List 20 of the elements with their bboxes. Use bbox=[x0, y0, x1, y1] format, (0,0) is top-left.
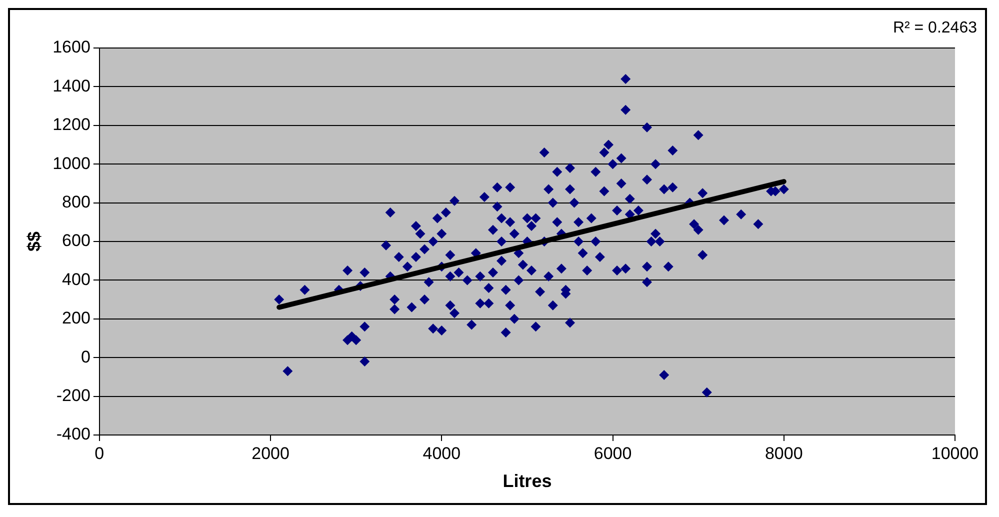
y-tick-label: 1400 bbox=[52, 76, 90, 96]
y-tick-label: 1600 bbox=[52, 38, 90, 57]
x-tick-label: 10000 bbox=[931, 444, 979, 463]
y-tick-label: 0 bbox=[80, 347, 90, 366]
y-axis-title: $$ bbox=[24, 231, 44, 252]
x-tick-label: 4000 bbox=[422, 444, 461, 463]
y-tick-label: 400 bbox=[62, 270, 90, 289]
y-tick-label: 1000 bbox=[52, 154, 90, 173]
x-tick-label: 8000 bbox=[764, 444, 803, 463]
x-tick-label: 6000 bbox=[594, 444, 632, 463]
y-tick-label: 1200 bbox=[52, 115, 90, 134]
x-tick-label: 0 bbox=[94, 444, 104, 463]
y-tick-label: 200 bbox=[62, 308, 90, 328]
text: R² = 0.2463 bbox=[892, 19, 978, 36]
y-tick-label: 800 bbox=[62, 192, 90, 212]
x-tick-label: 2000 bbox=[252, 444, 290, 463]
y-tick-label: 600 bbox=[62, 231, 90, 250]
y-tick-label: -200 bbox=[56, 386, 90, 405]
y-tick-label: -400 bbox=[56, 424, 90, 444]
x-axis-title: Litres bbox=[502, 471, 552, 492]
